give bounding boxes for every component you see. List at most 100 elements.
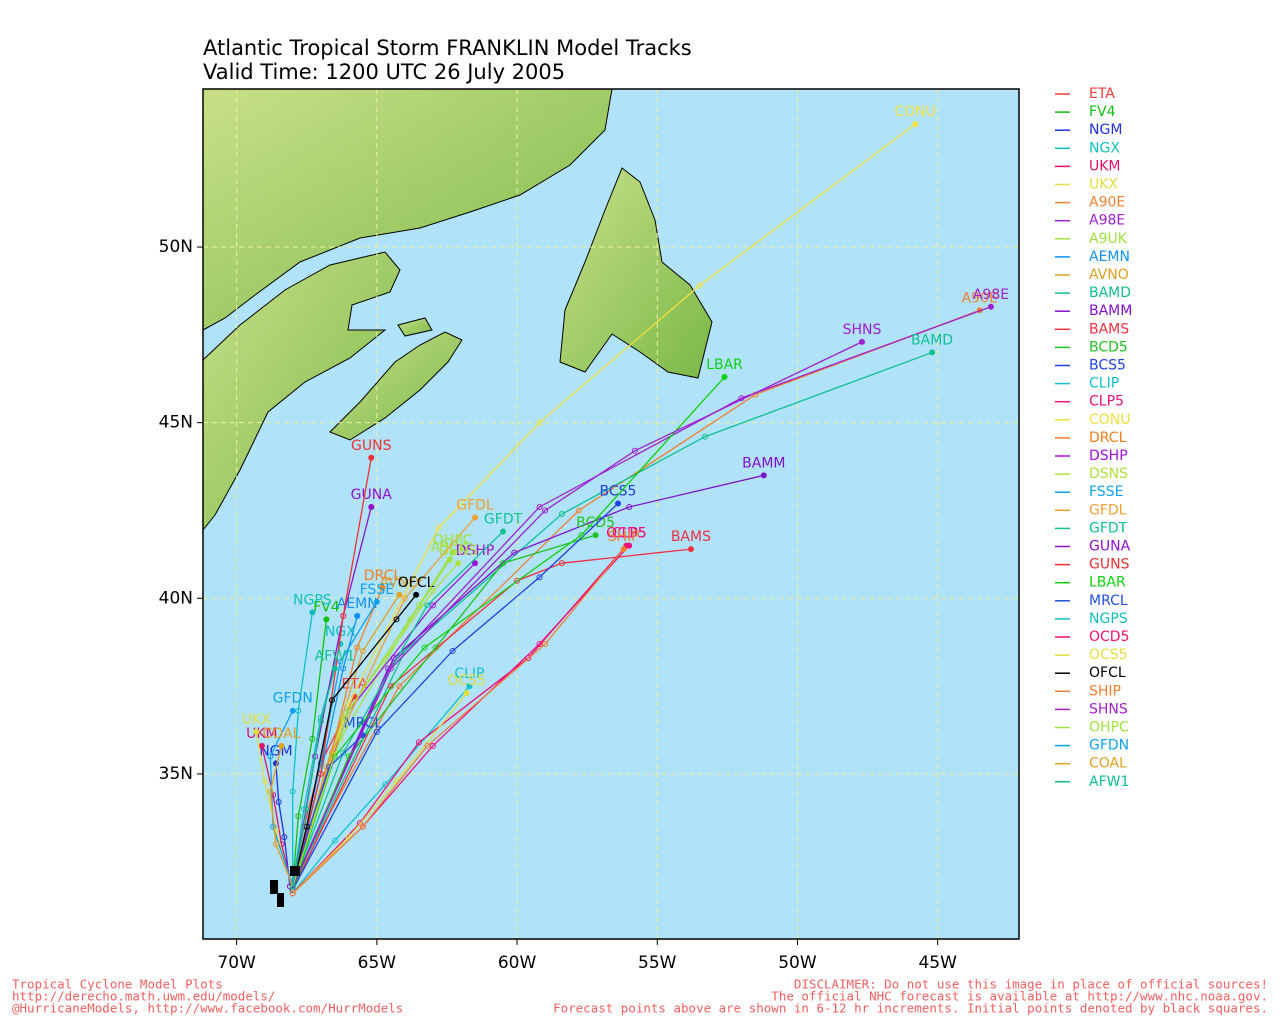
legend-label: GFDN xyxy=(1089,738,1129,754)
legend-label: GUNA xyxy=(1089,539,1131,555)
track-point xyxy=(323,616,330,623)
track-point xyxy=(424,742,431,749)
legend-label: A98E xyxy=(1089,213,1125,229)
track-point xyxy=(393,616,400,623)
track-label: CONU xyxy=(894,104,936,120)
track-label: OCS5 xyxy=(447,673,486,689)
track-line xyxy=(292,548,625,894)
legend-label: COAL xyxy=(1089,756,1127,772)
legend-label: AVNO xyxy=(1089,267,1129,283)
track-point xyxy=(396,683,403,690)
track-point xyxy=(359,647,366,654)
track-label: DRCL xyxy=(364,568,402,584)
legend-label: FV4 xyxy=(1089,104,1116,120)
track-line xyxy=(292,341,863,887)
track-line xyxy=(292,534,596,891)
track-point xyxy=(615,500,622,507)
track-line xyxy=(292,692,468,894)
legend-label: BCS5 xyxy=(1089,358,1126,374)
legend-label: DSNS xyxy=(1089,466,1128,482)
track-point xyxy=(536,640,543,647)
y-tick-label: 45N xyxy=(159,413,193,433)
footer-right: Forecast points above are shown in 6-12 … xyxy=(553,1001,1268,1016)
legend-label: ETA xyxy=(1089,86,1115,102)
track-label: COAL xyxy=(263,726,301,742)
track-point xyxy=(317,770,324,777)
track-point xyxy=(278,742,285,749)
track-point xyxy=(542,507,549,514)
track-point xyxy=(429,588,436,595)
land xyxy=(203,89,613,331)
track-label: BAMM xyxy=(742,455,785,471)
track-point xyxy=(261,777,268,784)
track-point xyxy=(295,813,302,820)
track-point xyxy=(429,742,436,749)
track-point xyxy=(455,560,462,567)
footer-right: DISCLAIMER: Do not use this image in pla… xyxy=(794,977,1268,992)
track-point xyxy=(272,841,279,848)
track-point xyxy=(514,577,521,584)
track-point xyxy=(354,644,361,651)
track-line xyxy=(292,552,454,887)
footer-right: The official NHC forecast is available a… xyxy=(771,989,1268,1004)
track-point xyxy=(449,549,456,556)
initial-square xyxy=(277,893,284,907)
footer-left: Tropical Cyclone Model Plots xyxy=(12,977,223,992)
track-line xyxy=(292,502,619,891)
track-label: DSHP xyxy=(456,543,495,559)
track-label: OHPC xyxy=(433,533,473,549)
track-point xyxy=(575,507,582,514)
track-point xyxy=(626,503,633,510)
track-point xyxy=(354,612,361,619)
legend-label: NGM xyxy=(1089,122,1122,138)
track-line xyxy=(292,474,764,887)
legend-label: CLIP xyxy=(1089,376,1119,392)
initial-points xyxy=(270,866,300,907)
track-label: GUNA xyxy=(351,487,393,503)
tracks: ETAFV4NGMNGXUKMUKXA90EA98EA9UKAEMNAVNOBA… xyxy=(242,104,1009,897)
track-label: UKX xyxy=(242,712,271,728)
track-point xyxy=(270,823,277,830)
track-point xyxy=(267,753,274,760)
legend-label: A90E xyxy=(1089,195,1125,211)
track-point xyxy=(331,665,338,672)
plot-frame xyxy=(202,88,1020,940)
track-point xyxy=(558,511,565,517)
track-point xyxy=(317,760,324,767)
track-label: GUNS xyxy=(351,438,392,454)
track-line xyxy=(292,123,916,887)
track-point xyxy=(253,728,260,735)
track-point xyxy=(337,658,344,665)
track-line xyxy=(269,710,294,887)
track-line xyxy=(292,619,328,887)
track-point xyxy=(368,503,375,510)
track-point xyxy=(578,532,585,539)
track-point xyxy=(701,433,708,440)
legend-label: FSSE xyxy=(1089,484,1123,500)
track-point xyxy=(340,665,347,672)
track-point xyxy=(466,683,473,690)
track-label: A98E xyxy=(973,287,1009,303)
legend-label: AFW1 xyxy=(1089,774,1129,790)
track-point xyxy=(525,655,532,662)
track-point xyxy=(696,282,703,289)
track-point xyxy=(760,472,767,479)
track-point xyxy=(326,763,333,770)
track-point xyxy=(289,707,296,714)
legend-label: GUNS xyxy=(1089,557,1130,573)
initial-square xyxy=(270,880,278,894)
track-point xyxy=(328,697,335,704)
track-label: SHNS xyxy=(843,322,882,338)
track-label: GFDL xyxy=(456,498,494,514)
track-point xyxy=(472,560,478,567)
track-point xyxy=(345,707,352,714)
footer-left: http://derecho.math.uwm.edu/models/ xyxy=(12,989,275,1004)
track-line xyxy=(292,376,726,891)
track-label: CLP5 xyxy=(612,526,647,542)
track-point xyxy=(331,837,338,844)
track-label: FV4 xyxy=(313,599,340,615)
y-tick-label: 40N xyxy=(159,588,193,608)
track-point xyxy=(401,595,408,602)
track-point xyxy=(987,303,994,310)
